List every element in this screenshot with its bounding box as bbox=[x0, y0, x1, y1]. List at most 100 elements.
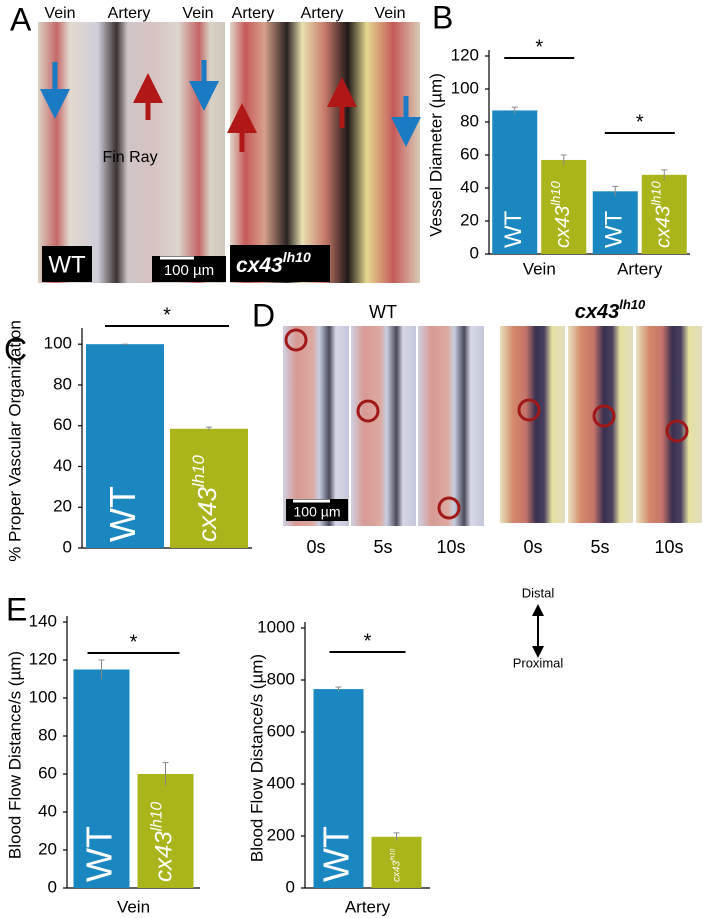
error-bar bbox=[162, 762, 169, 786]
bar-label: cx43lh10 bbox=[189, 455, 222, 542]
genotype-label: cx43lh10 bbox=[575, 297, 646, 323]
bar bbox=[73, 669, 130, 888]
error-bar bbox=[98, 659, 105, 679]
panel-label: A bbox=[10, 1, 32, 37]
significance-label: * bbox=[163, 304, 171, 326]
time-label: 5s bbox=[373, 537, 392, 557]
y-tick-label: 100 bbox=[29, 687, 57, 706]
vessel-label: Vein bbox=[374, 5, 405, 22]
y-tick-label: 100 bbox=[451, 78, 479, 97]
panel-label: E bbox=[6, 591, 27, 627]
x-tick-label: Artery bbox=[345, 897, 391, 916]
significance-label: * bbox=[535, 36, 543, 58]
y-tick-label: 200 bbox=[267, 825, 295, 844]
y-tick-label: 60 bbox=[53, 415, 72, 434]
series-name-superscript: lh10 bbox=[648, 180, 663, 205]
genotype-label: cx43lh10 bbox=[236, 249, 311, 277]
bar bbox=[492, 110, 538, 254]
photo bbox=[230, 22, 420, 283]
error-bar bbox=[612, 185, 619, 197]
scale-label: 100 µm bbox=[294, 504, 341, 520]
y-tick-label: 40 bbox=[38, 801, 57, 820]
y-tick-label: 0 bbox=[286, 877, 295, 896]
y-axis-label: Vessel Diameter (µm) bbox=[426, 73, 445, 237]
bar bbox=[170, 428, 248, 548]
time-label: 0s bbox=[523, 537, 542, 557]
y-tick-label: 600 bbox=[267, 721, 295, 740]
scale-label: 100 µm bbox=[164, 262, 214, 279]
series-name-superscript: lh10 bbox=[189, 455, 208, 488]
time-label: 10s bbox=[654, 537, 683, 557]
vessel-label: Vein bbox=[182, 5, 213, 22]
series-name: WT bbox=[102, 486, 143, 542]
error-bar bbox=[206, 426, 212, 431]
x-tick-label: Vein bbox=[523, 259, 556, 278]
y-tick-label: 120 bbox=[451, 45, 479, 64]
x-tick-label: Vein bbox=[117, 897, 150, 916]
y-tick-label: 20 bbox=[53, 497, 72, 516]
series-name: cx43 bbox=[192, 487, 222, 542]
label-box bbox=[286, 499, 348, 521]
bar bbox=[86, 344, 164, 548]
y-axis-label: % Proper Vascular Organization bbox=[5, 320, 24, 562]
series-name: WT bbox=[500, 210, 527, 248]
genotype-label: WT bbox=[48, 251, 86, 278]
x-tick-label: Artery bbox=[617, 259, 663, 278]
bar-label: cx43lh10 bbox=[148, 801, 178, 882]
panel-label: D bbox=[252, 297, 275, 333]
time-label: 0s bbox=[306, 537, 325, 557]
label-box bbox=[230, 245, 330, 282]
bar-label: WT bbox=[78, 826, 119, 882]
series-name: WT bbox=[315, 826, 356, 882]
time-lapse-frames bbox=[283, 326, 702, 526]
label-box bbox=[152, 256, 226, 282]
photo bbox=[38, 22, 225, 283]
series-name-superscript: lh10 bbox=[148, 801, 165, 831]
y-tick-label: 20 bbox=[460, 210, 479, 229]
bar-label: WT bbox=[315, 826, 356, 882]
vessel-label: Artery bbox=[301, 5, 344, 22]
time-label: 10s bbox=[436, 537, 465, 557]
y-tick-label: 120 bbox=[29, 649, 57, 668]
y-tick-label: 0 bbox=[48, 877, 57, 896]
panel-label: B bbox=[432, 0, 453, 35]
y-tick-label: 60 bbox=[38, 763, 57, 782]
orientation-label: Distal bbox=[522, 585, 555, 600]
bar-label: WT bbox=[601, 210, 628, 248]
bar bbox=[592, 191, 638, 254]
y-tick-label: 80 bbox=[460, 111, 479, 130]
significance-label: * bbox=[364, 630, 372, 652]
y-tick-label: 100 bbox=[44, 334, 72, 353]
y-tick-label: 80 bbox=[38, 725, 57, 744]
series-name: cx43 bbox=[151, 831, 178, 882]
bar-label: cx43lh10 bbox=[390, 848, 402, 882]
significance-label: * bbox=[130, 631, 138, 653]
bar bbox=[371, 836, 422, 888]
series-name: cx43 bbox=[653, 206, 675, 248]
bar-label: cx43lh10 bbox=[648, 180, 674, 248]
error-bar bbox=[511, 106, 518, 114]
series-name-superscript: lh10 bbox=[390, 848, 397, 861]
series-name: WT bbox=[601, 210, 628, 248]
bar bbox=[641, 174, 687, 254]
bar bbox=[313, 689, 364, 888]
error-bar bbox=[560, 154, 567, 165]
error-bar bbox=[335, 686, 342, 692]
y-tick-label: 1000 bbox=[257, 617, 295, 636]
bar-label: WT bbox=[102, 486, 143, 542]
cell-markers bbox=[284, 328, 689, 520]
y-tick-label: 400 bbox=[267, 773, 295, 792]
vessel-label: Artery bbox=[232, 5, 275, 22]
vessel-label: Vein bbox=[44, 5, 75, 22]
label-box bbox=[42, 246, 92, 282]
bar bbox=[541, 159, 587, 254]
y-tick-label: 40 bbox=[53, 456, 72, 475]
error-bar bbox=[393, 832, 400, 841]
y-axis-label: Blood Flow Distance/s (µm) bbox=[5, 651, 24, 859]
y-axis-label: Blood Flow Distance/s (µm) bbox=[247, 654, 266, 862]
vessel-label: Artery bbox=[108, 5, 151, 22]
time-label: 5s bbox=[590, 537, 609, 557]
flow-arrows bbox=[40, 60, 421, 152]
fin-ray-label: Fin Ray bbox=[102, 149, 157, 166]
